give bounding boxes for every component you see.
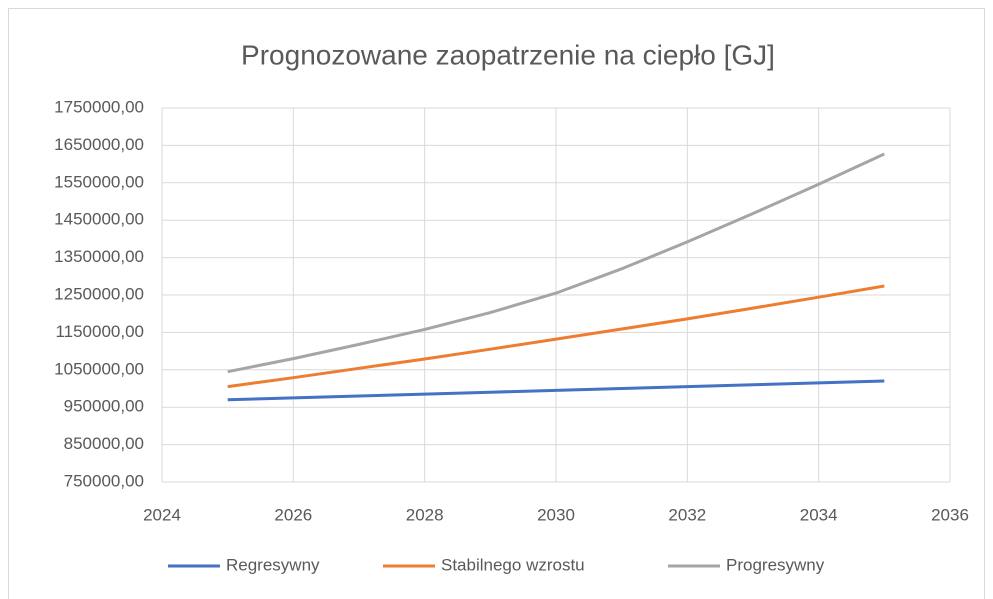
y-tick-label: 1250000,00 xyxy=(54,284,144,303)
x-tick-label: 2034 xyxy=(800,505,838,524)
y-tick-label: 1550000,00 xyxy=(54,172,144,191)
series-line xyxy=(227,284,885,389)
series-line xyxy=(227,152,885,374)
legend-label: Stabilnego wzrostu xyxy=(441,555,585,574)
y-tick-label: 1450000,00 xyxy=(54,210,144,229)
legend-label: Regresywny xyxy=(226,555,320,574)
legend-label: Progresywny xyxy=(726,555,825,574)
chart-border xyxy=(8,8,985,599)
chart-title: Prognozowane zaopatrzenie na ciepło [GJ] xyxy=(241,39,775,70)
y-tick-label: 1650000,00 xyxy=(54,135,144,154)
x-tick-label: 2032 xyxy=(668,505,706,524)
x-tick-label: 2026 xyxy=(274,505,312,524)
y-tick-label: 1150000,00 xyxy=(55,322,144,341)
y-tick-label: 1050000,00 xyxy=(54,359,144,378)
y-tick-label: 750000,00 xyxy=(64,471,144,490)
x-tick-label: 2030 xyxy=(537,505,575,524)
x-tick-label: 2036 xyxy=(931,505,969,524)
y-tick-label: 950000,00 xyxy=(64,397,144,416)
x-tick-label: 2024 xyxy=(143,505,181,524)
x-tick-label: 2028 xyxy=(406,505,444,524)
y-tick-label: 850000,00 xyxy=(64,434,144,453)
y-tick-label: 1750000,00 xyxy=(54,97,144,116)
series-line xyxy=(227,379,885,402)
y-tick-label: 1350000,00 xyxy=(54,247,144,266)
